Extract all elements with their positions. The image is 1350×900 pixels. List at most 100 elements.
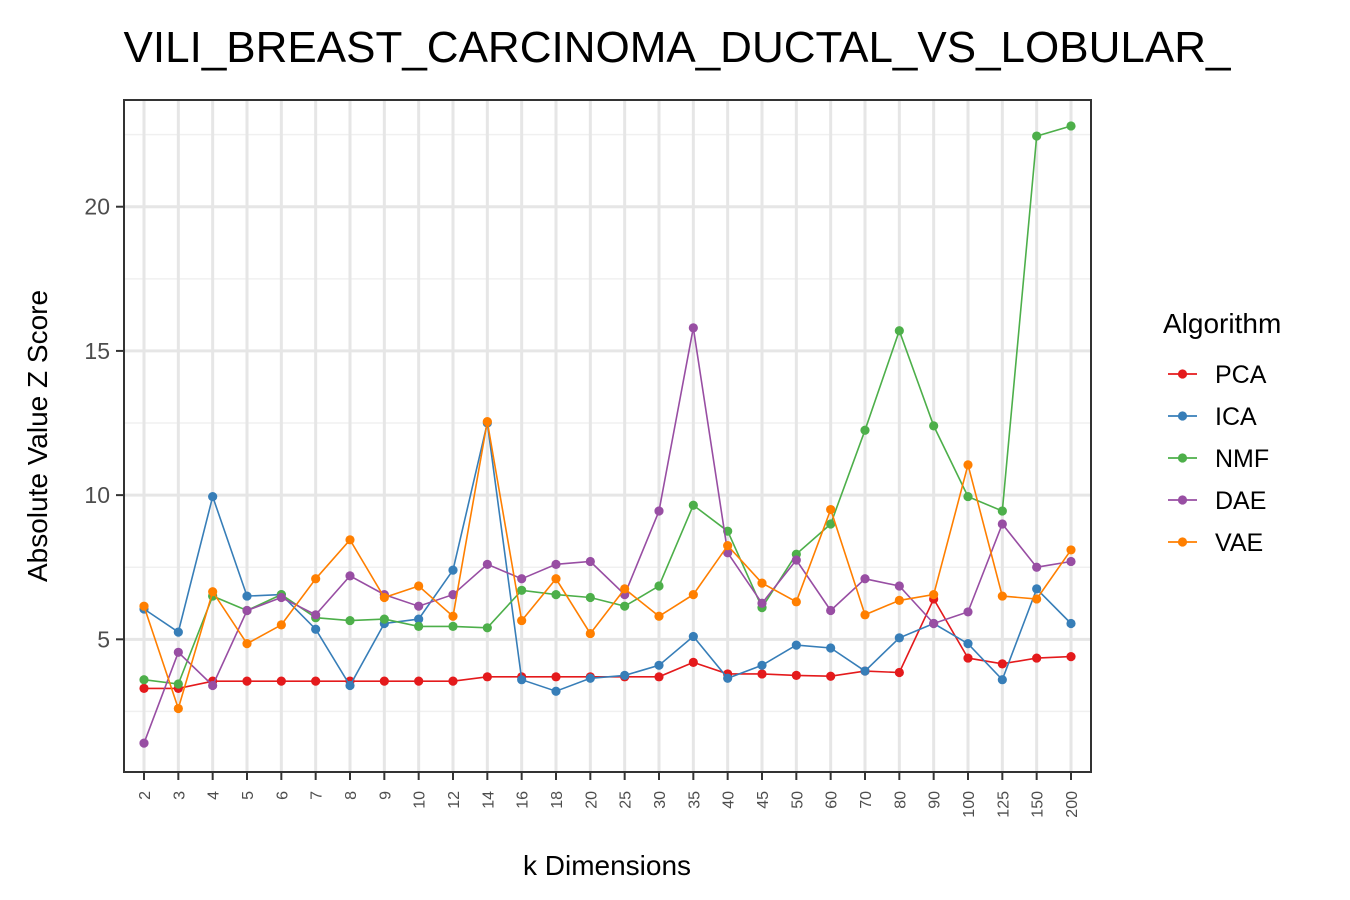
data-point-nmf	[345, 615, 355, 626]
series-line-dae	[143, 327, 1072, 744]
x-tick-label: 100	[961, 791, 978, 818]
data-point-ica	[860, 666, 870, 676]
x-tick-label: 20	[583, 791, 600, 809]
series-ica	[139, 418, 1076, 696]
data-point-dae	[997, 519, 1007, 529]
legend-key-point	[1177, 495, 1188, 505]
data-point-vae	[242, 639, 252, 649]
data-point-vae	[517, 615, 527, 626]
y-axis: 5 10 15 20	[84, 194, 124, 652]
x-tick-label: 90	[927, 791, 944, 809]
data-point-nmf	[139, 675, 149, 685]
y-tick-label: 5	[97, 626, 110, 652]
data-point-ica	[585, 673, 595, 683]
legend-item-nmf: NMF	[1168, 445, 1269, 473]
legend-item-label: ICA	[1215, 403, 1257, 431]
data-point-dae	[1032, 562, 1042, 572]
data-point-vae	[585, 628, 595, 639]
data-point-pca	[242, 676, 252, 686]
legend-item-ica: ICA	[1168, 403, 1257, 431]
data-point-ica	[1032, 584, 1042, 594]
x-tick-label: 35	[686, 791, 703, 809]
data-point-dae	[551, 559, 561, 569]
legend-title: Algorithm	[1163, 308, 1281, 339]
data-point-pca	[482, 672, 492, 682]
data-point-dae	[139, 738, 149, 748]
x-tick-label: 16	[515, 791, 532, 809]
data-point-vae	[311, 574, 321, 584]
data-point-pca	[963, 653, 973, 663]
data-point-pca	[654, 672, 664, 682]
data-point-dae	[482, 559, 492, 569]
data-point-nmf	[1066, 121, 1076, 131]
data-point-vae	[860, 610, 870, 620]
data-point-dae	[414, 601, 424, 611]
legend: Algorithm PCA ICA NMF DAE VAE	[1163, 308, 1281, 557]
x-tick-label: 50	[789, 791, 806, 809]
data-point-nmf	[379, 614, 389, 624]
data-point-vae	[929, 590, 939, 600]
data-point-pca	[997, 659, 1007, 669]
data-point-vae	[414, 581, 424, 591]
data-point-vae	[894, 595, 904, 605]
data-point-ica	[345, 680, 355, 691]
data-point-nmf	[551, 590, 561, 600]
data-point-ica	[242, 591, 252, 601]
data-point-ica	[757, 660, 767, 670]
x-tick-label: 10	[412, 791, 429, 809]
data-point-vae	[448, 611, 458, 621]
data-point-pca	[791, 670, 801, 680]
legend-item-label: VAE	[1215, 529, 1263, 557]
legend-key-point	[1177, 453, 1188, 463]
data-point-pca	[379, 676, 389, 686]
data-point-nmf	[173, 679, 183, 689]
data-point-vae	[654, 611, 664, 621]
data-point-pca	[894, 667, 904, 678]
data-point-vae	[173, 703, 183, 714]
grid-major	[124, 100, 1091, 772]
x-tick-label: 18	[549, 791, 566, 809]
data-point-nmf	[482, 623, 492, 633]
data-point-pca	[139, 683, 149, 693]
legend-key-point	[1177, 537, 1188, 547]
x-tick-label: 5	[240, 791, 257, 800]
legend-item-dae: DAE	[1168, 487, 1266, 515]
data-point-dae	[345, 571, 355, 581]
data-point-dae	[860, 574, 870, 584]
data-point-ica	[448, 565, 458, 575]
x-tick-label: 30	[652, 791, 669, 809]
grid-minor	[124, 133, 1091, 713]
data-point-dae	[585, 556, 595, 567]
data-point-nmf	[620, 601, 630, 611]
x-axis: 2 3 4 5 6 7 8 9 10 12 14 16 18 20 25 30 35 40 45 50 60 70 80 90…	[137, 772, 1081, 818]
series-layer	[139, 121, 1076, 748]
data-point-ica	[688, 631, 698, 642]
x-tick-label: 3	[171, 791, 188, 800]
x-tick-label: 7	[309, 791, 326, 800]
y-axis-label: Absolute Value Z Score	[22, 290, 53, 582]
data-point-pca	[311, 676, 321, 686]
legend-key-point	[1177, 369, 1188, 379]
data-point-ica	[311, 624, 321, 634]
data-point-ica	[963, 639, 973, 649]
data-point-pca	[414, 676, 424, 686]
x-tick-label: 80	[892, 791, 909, 809]
x-tick-label: 200	[1064, 791, 1081, 818]
x-axis-label: k Dimensions	[523, 850, 691, 881]
data-point-ica	[997, 675, 1007, 685]
data-point-vae	[345, 535, 355, 545]
data-point-ica	[723, 673, 733, 683]
series-dae	[139, 323, 1076, 748]
y-tick-label: 20	[84, 194, 110, 220]
series-line-vae	[143, 421, 1072, 712]
data-point-dae	[173, 647, 183, 657]
data-point-pca	[276, 676, 286, 686]
data-point-vae	[826, 504, 836, 515]
data-point-pca	[757, 669, 767, 679]
data-point-vae	[208, 587, 218, 597]
data-point-dae	[311, 610, 321, 620]
data-point-vae	[139, 601, 149, 611]
data-point-vae	[997, 591, 1007, 601]
legend-item-label: PCA	[1215, 361, 1267, 389]
data-point-vae	[1032, 594, 1042, 604]
